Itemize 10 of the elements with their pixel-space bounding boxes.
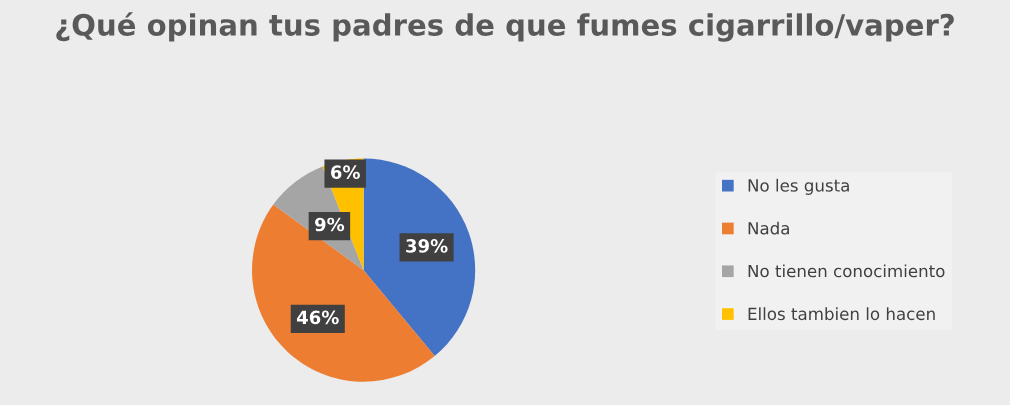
chart-title: ¿Qué opinan tus padres de que fumes cigarrillo/vaper? (56, 12, 954, 42)
data-label: 39% (406, 239, 448, 253)
data-label: 46% (296, 310, 339, 325)
data-label: 9% (315, 217, 345, 232)
legend-label: Nada (748, 221, 789, 235)
data-label: 6% (330, 165, 360, 179)
legend-label: No les gusta (748, 178, 849, 195)
pie-slice (363, 158, 476, 357)
legend-label: Ellos tambien lo hacen (748, 307, 935, 321)
legend-label: No tienen conocimiento (748, 264, 945, 278)
